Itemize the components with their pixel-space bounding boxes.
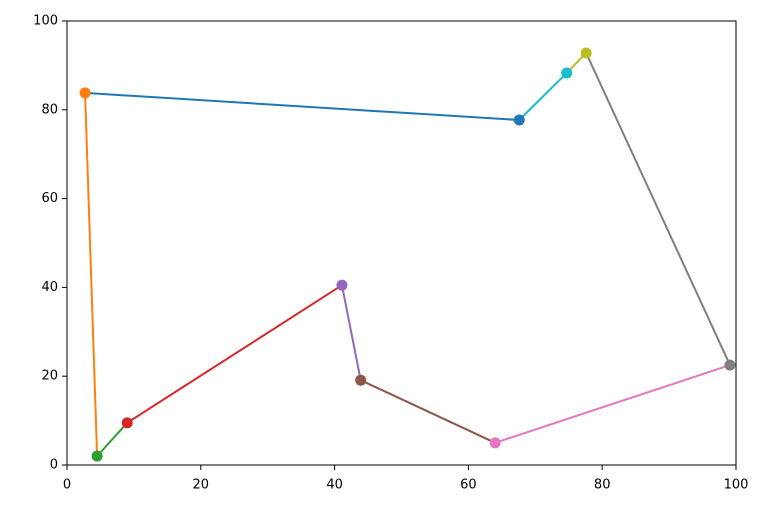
line [84, 92, 99, 457]
x-tick-label: 0 [63, 478, 71, 493]
y-tick-label: 20 [41, 369, 58, 384]
line [96, 422, 128, 457]
axes-frame [66, 20, 737, 466]
marker [724, 359, 736, 371]
line [585, 52, 731, 366]
marker [336, 279, 348, 291]
marker [121, 417, 133, 429]
marker [79, 87, 91, 99]
line [126, 284, 343, 424]
y-tick-label: 80 [41, 102, 58, 117]
line [340, 284, 362, 381]
x-tick-label: 20 [193, 478, 210, 493]
marker [91, 450, 103, 462]
x-tick-label: 80 [594, 478, 611, 493]
x-tick-label: 40 [326, 478, 343, 493]
line [494, 364, 731, 444]
line [85, 91, 520, 122]
line [360, 379, 496, 444]
marker [489, 437, 501, 449]
y-tick-label: 60 [41, 191, 58, 206]
lines [84, 52, 731, 457]
marker [561, 67, 573, 79]
y-tick-label: 0 [50, 458, 58, 473]
line [518, 72, 568, 121]
x-tick-label: 60 [460, 478, 477, 493]
y-tick-label: 40 [41, 280, 58, 295]
marker [355, 374, 367, 386]
y-tick-label: 100 [33, 14, 58, 29]
markers [79, 47, 736, 462]
marker [513, 114, 525, 126]
marker [580, 47, 592, 59]
x-tick-label: 100 [724, 478, 749, 493]
